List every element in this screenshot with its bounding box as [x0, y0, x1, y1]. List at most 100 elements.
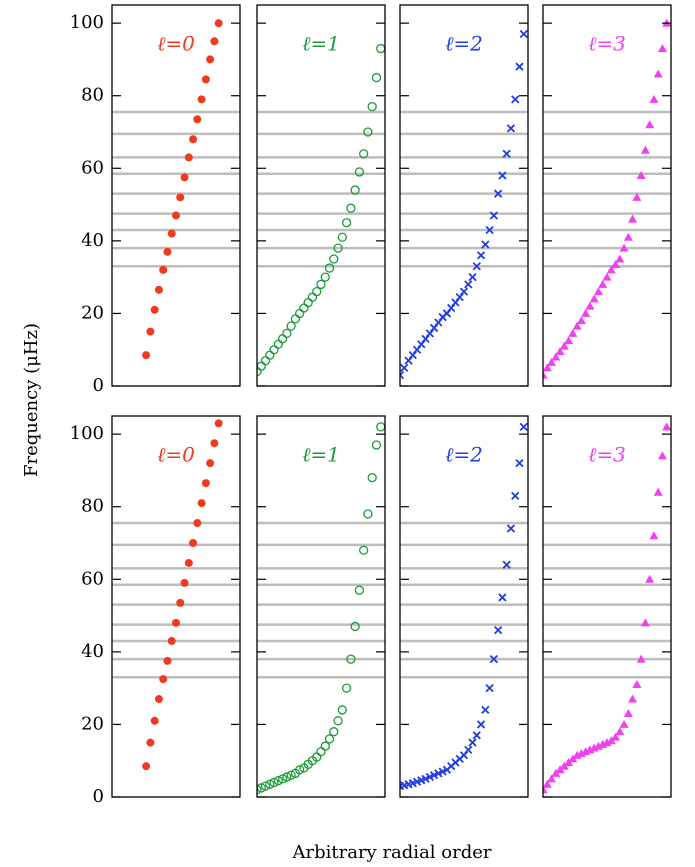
point	[150, 305, 159, 314]
point	[172, 211, 180, 220]
plot-area	[543, 18, 671, 379]
point	[350, 185, 360, 195]
point	[359, 149, 369, 159]
y-tick-label: 60	[81, 157, 104, 178]
panel-frame	[399, 4, 529, 387]
point	[257, 785, 262, 795]
point	[589, 294, 599, 303]
point	[337, 705, 347, 715]
point	[282, 328, 292, 339]
panel-title: ℓ=1	[302, 443, 340, 467]
y-axis-label: Frequency (μHz)	[21, 323, 42, 477]
point	[615, 727, 625, 736]
point	[649, 94, 659, 103]
point	[662, 422, 671, 431]
point	[359, 545, 369, 555]
point	[464, 280, 473, 289]
point	[257, 361, 266, 371]
point	[581, 308, 591, 317]
point	[619, 719, 629, 728]
point	[295, 308, 305, 319]
point	[576, 316, 586, 325]
point	[598, 279, 608, 288]
point	[307, 292, 318, 302]
point	[286, 770, 296, 780]
point	[350, 621, 360, 632]
point	[265, 350, 275, 360]
point	[619, 243, 629, 252]
y-tick-label: 100	[70, 423, 104, 444]
point	[476, 251, 486, 260]
point	[193, 115, 202, 124]
point	[303, 297, 313, 308]
x-axis-label: Arbitrary radial order	[292, 842, 492, 863]
point	[602, 272, 612, 281]
point	[167, 229, 176, 238]
point	[316, 279, 326, 290]
plot-area	[543, 422, 671, 794]
point	[468, 738, 477, 747]
point	[653, 487, 663, 496]
point	[277, 774, 288, 784]
y-tick-label: 40	[81, 230, 104, 251]
point	[329, 727, 339, 737]
y-tick-label: 80	[81, 85, 104, 106]
point	[657, 451, 667, 460]
point	[172, 618, 180, 627]
point	[434, 769, 443, 778]
point	[551, 352, 561, 361]
point	[329, 254, 339, 264]
point	[657, 44, 667, 53]
point	[371, 72, 382, 83]
point	[645, 574, 655, 583]
point	[176, 193, 185, 202]
point	[316, 746, 326, 757]
panel-frame	[256, 415, 386, 798]
point	[628, 214, 638, 223]
point	[189, 539, 198, 547]
point	[150, 716, 159, 725]
point	[159, 265, 168, 274]
point	[146, 738, 155, 747]
point	[628, 694, 638, 703]
point	[485, 684, 494, 693]
point	[299, 303, 309, 313]
point	[286, 321, 296, 331]
plot-area	[400, 422, 528, 791]
point	[632, 680, 642, 689]
point	[438, 767, 447, 776]
point	[260, 781, 271, 791]
point	[485, 225, 494, 235]
point	[354, 585, 365, 595]
point	[511, 491, 520, 500]
point	[400, 370, 405, 380]
point	[459, 287, 469, 296]
panel-frame	[542, 4, 672, 387]
point	[163, 247, 172, 256]
point	[564, 336, 574, 345]
point	[493, 625, 503, 635]
point	[502, 560, 511, 569]
point	[184, 558, 193, 567]
point	[324, 263, 335, 273]
point	[468, 273, 477, 282]
panel-title: ℓ=1	[302, 32, 340, 56]
point	[515, 62, 524, 71]
point	[193, 519, 202, 528]
point	[585, 301, 595, 310]
point	[481, 240, 490, 249]
point	[611, 732, 621, 741]
panel-title: ℓ=2	[445, 443, 483, 467]
point	[543, 363, 552, 372]
panel-frame	[111, 415, 241, 798]
point	[632, 192, 642, 201]
point	[506, 124, 516, 133]
y-tick-label: 40	[81, 641, 104, 662]
point	[498, 171, 507, 180]
point	[367, 473, 377, 483]
point	[210, 439, 219, 448]
point	[519, 29, 528, 39]
y-tick-label: 20	[81, 713, 104, 734]
y-tick-label: 0	[93, 375, 104, 396]
